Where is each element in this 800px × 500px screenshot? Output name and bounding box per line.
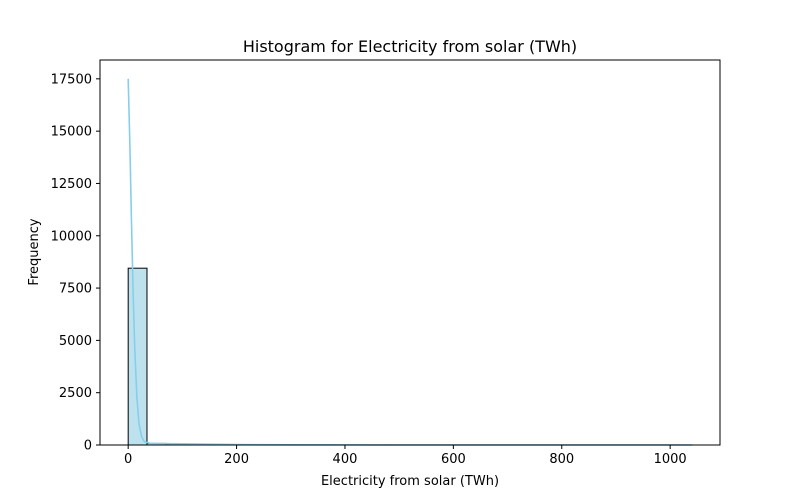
x-tick-label: 400 (333, 452, 358, 467)
x-tick-label: 200 (224, 452, 249, 467)
y-tick-label: 17500 (51, 72, 92, 87)
y-tick-label: 12500 (51, 177, 92, 192)
plot-frame (99, 59, 721, 446)
x-tick-label: 600 (441, 452, 466, 467)
y-tick-label: 5000 (59, 334, 92, 349)
x-tick-label: 800 (549, 452, 574, 467)
x-axis-label: Electricity from solar (TWh) (321, 474, 499, 489)
y-tick-label: 10000 (51, 229, 92, 244)
bars-layer (127, 267, 693, 446)
y-tick-label: 7500 (59, 282, 92, 297)
x-axis-ticks: 0 200 400 600 800 1000 (124, 445, 687, 467)
y-tick-label: 2500 (59, 386, 92, 401)
y-axis-ticks: 0 2500 5000 7500 10000 12500 15000 17500 (51, 72, 100, 454)
kde-curve (127, 78, 693, 446)
chart-title: Histogram for Electricity from solar (TW… (243, 37, 577, 56)
x-tick-label: 0 (124, 452, 132, 467)
x-tick-label: 1000 (654, 452, 687, 467)
histogram-bar (127, 267, 148, 446)
kde-layer (127, 78, 693, 446)
y-axis-label: Frequency (27, 218, 42, 285)
y-tick-label: 0 (84, 439, 92, 454)
y-tick-label: 15000 (51, 125, 92, 140)
